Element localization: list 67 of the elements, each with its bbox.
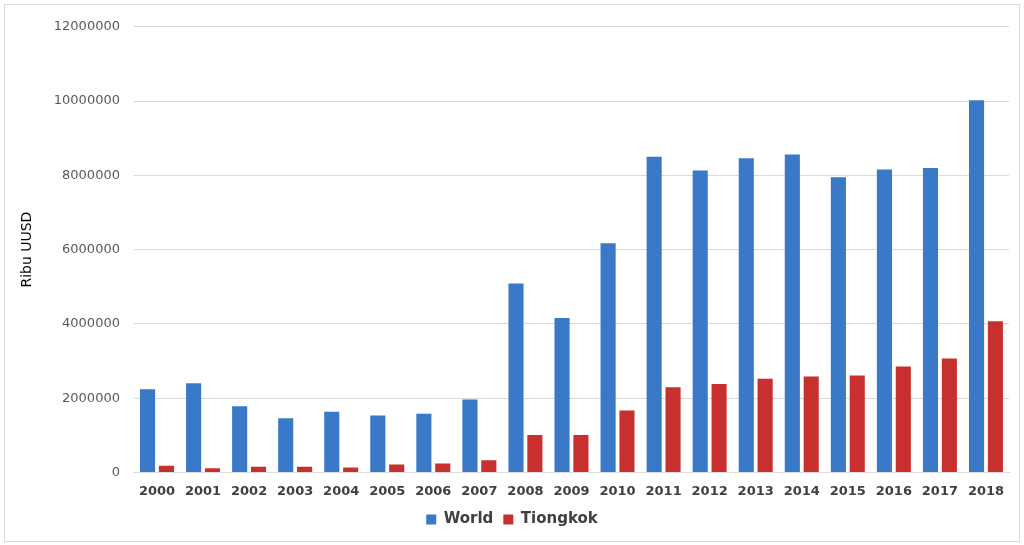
bar <box>849 375 865 472</box>
y-tick-label: 8000000 <box>62 166 120 182</box>
bar <box>278 418 294 472</box>
x-tick-label: 2002 <box>231 482 268 498</box>
legend-label: Tiongkok <box>520 509 599 528</box>
bar <box>324 411 340 472</box>
y-tick-label: 0 <box>111 463 120 479</box>
x-tick-label: 2013 <box>737 482 774 498</box>
x-tick-label: 2005 <box>369 482 406 498</box>
bar <box>830 177 846 472</box>
bar <box>158 465 174 472</box>
y-tick-label: 12000000 <box>53 18 120 34</box>
bar <box>389 464 405 472</box>
x-tick-label: 2009 <box>553 482 590 498</box>
bar <box>370 415 386 472</box>
x-tick-label: 2007 <box>461 482 498 498</box>
bar <box>895 366 911 472</box>
bar <box>554 317 570 472</box>
x-tick-label: 2006 <box>415 482 452 498</box>
y-tick-label: 10000000 <box>53 92 120 108</box>
bar <box>987 321 1003 472</box>
y-tick-label: 6000000 <box>62 240 120 256</box>
bar <box>462 399 478 472</box>
bar <box>508 283 524 472</box>
bar <box>573 434 589 472</box>
bar <box>692 170 708 472</box>
bar <box>600 243 616 472</box>
bar <box>343 467 359 472</box>
bar <box>876 169 892 472</box>
bar <box>250 466 267 472</box>
bar <box>711 384 727 472</box>
bar <box>757 378 773 472</box>
legend-label: World <box>443 509 494 528</box>
x-tick-label: 2008 <box>507 482 544 498</box>
bar <box>941 358 957 472</box>
x-tick-label: 2011 <box>645 482 682 498</box>
y-axis-title: Ribu UUSD <box>18 211 35 288</box>
x-tick-label: 2012 <box>691 482 728 498</box>
bar <box>665 387 681 472</box>
bar <box>738 158 754 472</box>
x-tick-label: 2004 <box>323 482 360 498</box>
bar <box>922 167 939 472</box>
bar <box>646 156 662 472</box>
bar <box>435 463 451 472</box>
x-tick-label: 2010 <box>599 482 636 498</box>
y-tick-label: 2000000 <box>62 389 120 405</box>
bar <box>803 376 819 472</box>
x-tick-label: 2016 <box>875 482 912 498</box>
x-tick-label: 2003 <box>277 482 314 498</box>
bar <box>297 466 313 472</box>
x-tick-label: 2001 <box>184 482 222 498</box>
bar <box>416 413 432 472</box>
x-tick-label: 2018 <box>967 482 1005 498</box>
bar <box>481 460 497 472</box>
bar <box>204 468 221 472</box>
x-tick-label: 2015 <box>829 482 866 498</box>
x-tick-label: 2000 <box>138 482 176 498</box>
bar <box>186 383 202 472</box>
bar <box>784 154 800 472</box>
x-tick-label: 2017 <box>921 482 959 498</box>
x-tick-label: 2014 <box>783 482 820 498</box>
bar <box>140 389 156 472</box>
bar <box>968 100 985 472</box>
y-tick-label: 4000000 <box>62 315 120 331</box>
bar <box>619 410 635 472</box>
bar <box>232 406 248 472</box>
bar <box>527 434 543 472</box>
